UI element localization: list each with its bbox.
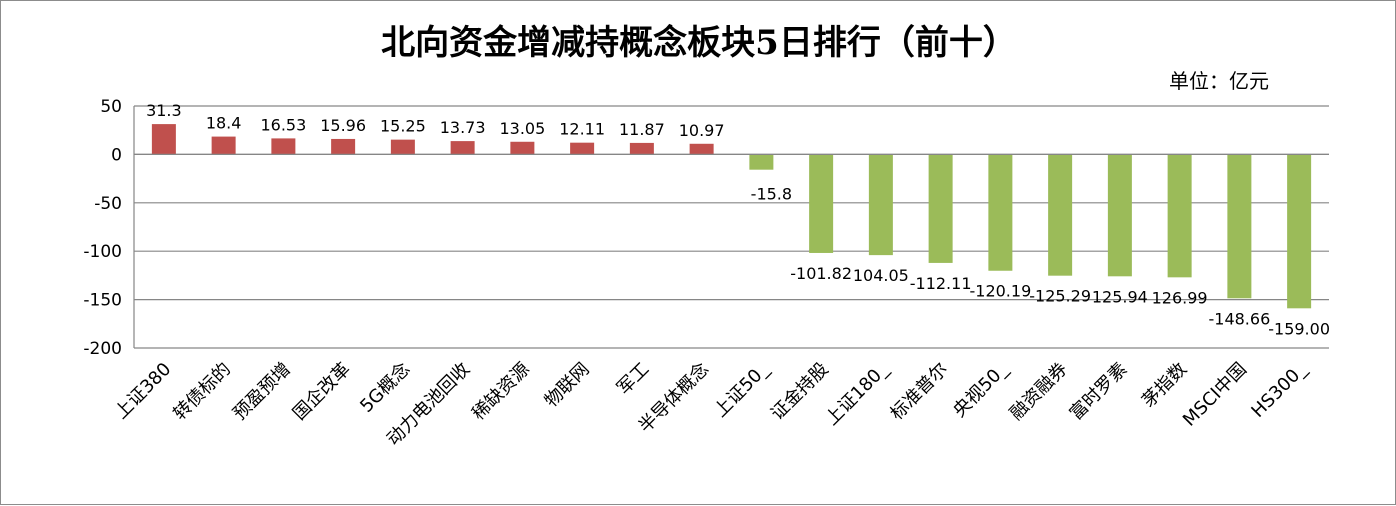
- data-label: -120.19: [969, 282, 1031, 301]
- bar-10: [749, 154, 774, 170]
- data-label: -159.00: [1268, 319, 1330, 338]
- x-tick-label: MSCI中国: [1179, 359, 1251, 431]
- bar-6: [510, 141, 535, 155]
- x-tick-label: 预盈预增: [229, 359, 295, 425]
- x-tick-label: 融资融券: [1006, 359, 1072, 425]
- bar-15: [1048, 154, 1073, 276]
- bar-14: [988, 154, 1013, 271]
- bar-18: [1227, 154, 1252, 299]
- bar-13: [928, 154, 953, 263]
- bar-11: [809, 154, 834, 253]
- data-label: 15.25: [380, 117, 426, 136]
- data-label: 10.97: [679, 121, 725, 140]
- bar-16: [1107, 154, 1132, 277]
- data-label: 15.96: [320, 116, 366, 135]
- data-label: 126.99: [1152, 288, 1208, 307]
- data-label: 18.4: [206, 114, 242, 133]
- bar-1: [211, 136, 236, 155]
- bar-2: [271, 138, 296, 155]
- data-label: -15.8: [751, 185, 792, 204]
- data-label: 31.3: [146, 101, 182, 120]
- bar-7: [570, 142, 595, 155]
- data-label: 16.53: [260, 115, 306, 134]
- x-tick-label: 富时罗素: [1066, 359, 1132, 425]
- x-tick-label: 稀缺资源: [468, 359, 534, 425]
- y-tick-label: 50: [100, 97, 122, 117]
- x-tick-label: 上证380: [111, 359, 176, 424]
- x-tick-label: 上证180_: [821, 358, 893, 430]
- data-label: -125.29: [1029, 287, 1091, 306]
- data-label: 11.87: [619, 120, 665, 139]
- bar-8: [629, 142, 654, 155]
- bar-17: [1167, 154, 1192, 278]
- x-tick-label: 茅指数: [1138, 359, 1191, 412]
- x-tick-label: 转债标的: [169, 359, 235, 425]
- y-tick-label: -100: [83, 242, 122, 262]
- x-tick-label: 央视50_: [949, 358, 1013, 422]
- data-label: 13.73: [440, 118, 486, 137]
- x-tick-label: HS300_: [1247, 358, 1311, 422]
- chart-title: 北向资金增减持概念板块5日排行（前十）: [381, 23, 1017, 63]
- y-tick-label: -50: [94, 194, 122, 214]
- bar-9: [689, 143, 714, 155]
- unit-label: 单位：亿元: [1169, 69, 1269, 93]
- bar-0: [151, 124, 176, 155]
- y-tick-label: 0: [111, 145, 122, 165]
- data-label: -101.82: [790, 264, 852, 283]
- x-tick-label: 5G概念: [355, 358, 414, 417]
- x-tick-label: 物联网: [541, 359, 594, 412]
- data-label: -148.66: [1208, 309, 1270, 328]
- bar-3: [331, 138, 356, 155]
- x-tick-label: 标准普尔: [886, 359, 952, 425]
- x-tick-label: 军工: [613, 359, 653, 399]
- bar-19: [1287, 154, 1312, 309]
- data-label: 12.11: [559, 120, 605, 139]
- data-label: 104.05: [853, 266, 909, 285]
- data-label: 125.94: [1092, 287, 1148, 306]
- bar-4: [390, 139, 415, 155]
- y-tick-label: -200: [83, 339, 122, 359]
- data-label: -112.11: [910, 274, 972, 293]
- y-tick-label: -150: [83, 291, 122, 311]
- x-tick-label: 上证50_: [710, 358, 774, 422]
- x-tick-label: 国企改革: [289, 359, 355, 425]
- data-label: 13.05: [499, 119, 545, 138]
- bar-12: [868, 154, 893, 256]
- bar-5: [450, 141, 475, 155]
